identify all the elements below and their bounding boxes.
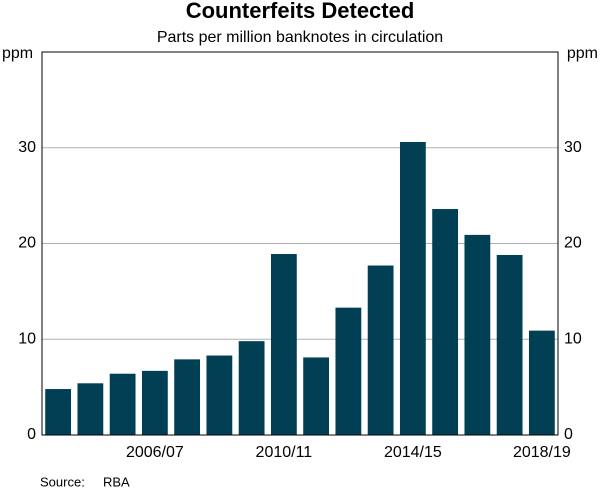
bar xyxy=(367,265,394,435)
source: RBA xyxy=(103,474,130,489)
y-tick-label: 10 xyxy=(18,330,36,347)
bar xyxy=(77,383,104,435)
bar xyxy=(432,209,459,435)
y2-tick-label: 10 xyxy=(564,330,582,347)
bar xyxy=(238,341,265,435)
chart-subtitle: Parts per million banknotes in circulati… xyxy=(157,29,443,46)
plot-frame xyxy=(41,51,559,436)
source-label: Source: xyxy=(40,474,85,489)
x-tick-label: 2006/07 xyxy=(126,444,184,461)
bar xyxy=(109,373,136,435)
bar xyxy=(141,370,168,435)
x-tick-label: 2014/15 xyxy=(384,444,442,461)
bar xyxy=(335,307,362,435)
bar xyxy=(303,357,330,435)
y2-axis-label: ppm xyxy=(567,45,598,62)
chart-title: Counterfeits Detected xyxy=(186,0,415,23)
bar xyxy=(45,389,72,435)
bar xyxy=(270,254,297,435)
y-axis-label: ppm xyxy=(2,45,33,62)
y2-tick-label: 30 xyxy=(564,139,582,156)
bar xyxy=(528,330,555,435)
x-tick-label: 2010/11 xyxy=(256,444,313,461)
y-tick-label: 0 xyxy=(27,426,36,443)
bar xyxy=(496,254,523,435)
x-tick-label: 2018/19 xyxy=(513,444,571,461)
bar xyxy=(206,355,233,435)
y2-tick-label: 0 xyxy=(564,426,573,443)
bar xyxy=(464,234,491,435)
bar xyxy=(174,359,201,435)
y2-tick-label: 20 xyxy=(564,235,582,252)
bar xyxy=(399,142,426,435)
y-tick-label: 20 xyxy=(18,235,36,252)
y-tick-label: 30 xyxy=(18,139,36,156)
